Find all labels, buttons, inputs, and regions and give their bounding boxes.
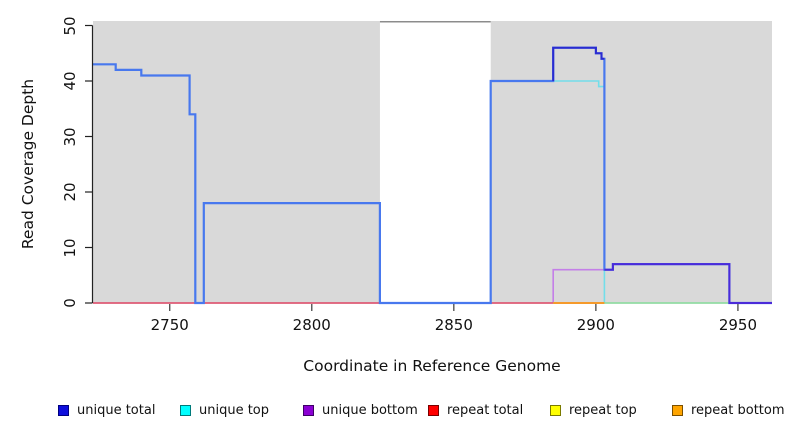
legend-item-unique_top: unique top (180, 400, 269, 420)
legend-swatch-unique_bottom (303, 404, 314, 416)
series-line-unique_total-overlay-0 (552, 46, 605, 81)
x-tick-label: 2750 (150, 316, 189, 334)
legend-label-repeat_total: repeat total (447, 402, 524, 418)
legend-item-unique_total: unique total (58, 400, 155, 420)
y-axis-title: Read Coverage Depth (19, 78, 37, 250)
x-tick-label: 2850 (434, 316, 473, 334)
masked-region-band (379, 21, 491, 303)
legend-item-unique_bottom: unique bottom (303, 400, 418, 420)
y-tick-label: 10 (61, 237, 79, 258)
legend-label-unique_bottom: unique bottom (322, 402, 418, 418)
x-tick-label: 2950 (718, 316, 757, 334)
y-tick-label: 0 (61, 298, 79, 308)
y-tick-label: 40 (61, 71, 79, 91)
chart-legend: unique total unique top unique bottom repea… (0, 398, 792, 422)
y-tick-label: 50 (61, 15, 79, 36)
legend-swatch-unique_top (180, 404, 191, 416)
legend-swatch-repeat_total (428, 404, 439, 416)
legend-item-repeat_top: repeat top (550, 400, 637, 420)
legend-swatch-repeat_bottom (672, 404, 683, 416)
x-axis-title: Coordinate in Reference Genome (303, 357, 561, 375)
legend-item-repeat_bottom: repeat bottom (672, 400, 785, 420)
series-line-unique_total-overlay-1 (604, 263, 772, 304)
y-tick-label: 30 (61, 126, 79, 147)
x-tick-label: 2900 (576, 316, 615, 334)
legend-label-repeat_bottom: repeat bottom (691, 402, 785, 418)
legend-item-repeat_total: repeat total (428, 400, 523, 420)
x-tick-label: 2800 (292, 316, 331, 334)
legend-label-unique_total: unique total (77, 402, 156, 418)
legend-label-unique_top: unique top (199, 402, 270, 418)
legend-label-repeat_top: repeat top (569, 402, 637, 418)
legend-swatch-repeat_top (550, 404, 561, 416)
legend-swatch-unique_total (58, 404, 69, 416)
y-tick-label: 20 (61, 182, 79, 202)
